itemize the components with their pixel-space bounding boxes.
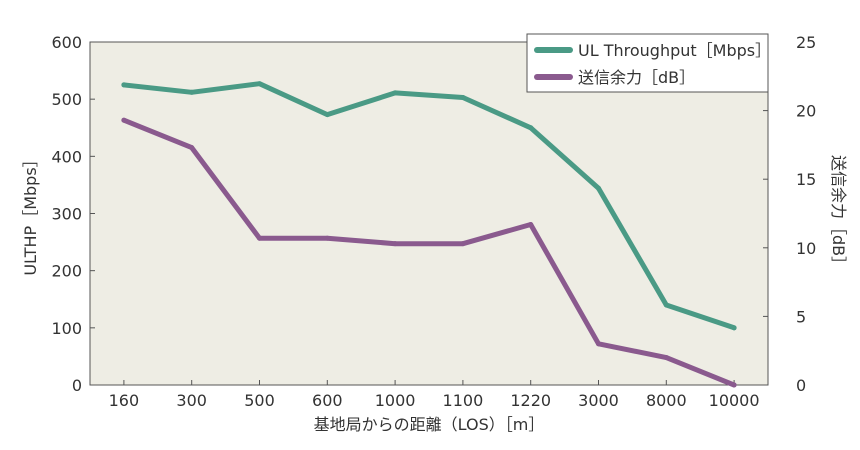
x-tick-label: 1000 [375,391,416,410]
right-tick-label: 5 [796,307,806,326]
data-point-ul-throughput [596,185,601,191]
data-point-ul-throughput [663,302,669,308]
data-point-ul-throughput [392,90,398,96]
data-point-transmit-margin [596,341,601,347]
legend-label-ul-throughput: UL Throughput［Mbps］ [578,41,771,60]
data-point-ul-throughput [731,325,737,331]
data-point-ul-throughput [324,112,330,118]
x-tick-label: 1220 [510,391,551,410]
x-tick-label: 600 [312,391,343,410]
right-tick-label: 25 [796,33,816,52]
legend-box [526,33,769,93]
data-point-ul-throughput [528,125,534,131]
x-tick-label: 160 [109,391,140,410]
right-tick-label: 0 [796,376,806,395]
left-tick-label: 0 [72,376,82,395]
x-axis-label: 基地局からの距離（LOS）［m］ [314,415,545,434]
data-point-transmit-margin [324,235,330,241]
y-axis-label-left: ULTHP［Mbps］ [21,151,40,275]
right-tick-label: 10 [796,239,816,258]
right-tick-label: 20 [796,102,816,121]
data-point-ul-throughput [460,94,466,100]
left-tick-label: 300 [51,205,82,224]
data-point-ul-throughput [257,81,262,87]
x-tick-label: 500 [244,391,275,410]
series-line-transmit-margin [121,117,737,388]
data-point-transmit-margin [392,241,398,247]
x-tick-label: 8000 [646,391,687,410]
right-axis-ticks: 0 5 10 15 20 25 [763,33,816,395]
series-lines [121,81,737,388]
data-point-transmit-margin [663,355,669,361]
x-tick-label: 10000 [709,391,760,410]
left-tick-label: 400 [51,147,82,166]
data-point-transmit-margin [189,145,195,151]
left-axis-ticks: 0 100 200 300 400 500 600 [51,33,95,395]
data-point-transmit-margin [257,235,262,241]
x-tick-label: 300 [176,391,207,410]
data-point-transmit-margin [460,241,466,247]
left-tick-label: 600 [51,33,82,52]
data-point-transmit-margin [528,221,534,227]
series-line-ul-throughput [121,81,737,331]
data-point-transmit-margin [121,117,127,123]
left-tick-label: 500 [51,90,82,109]
x-axis-ticks: 160 300 500 600 1000 1100 1220 3000 8000 10000 [109,380,760,410]
left-tick-label: 200 [51,262,82,281]
legend: UL Throughput［Mbps］ 送信余力［dB］ [526,33,771,93]
left-tick-label: 100 [51,319,82,338]
data-point-transmit-margin [731,382,737,388]
legend-label-transmit-margin: 送信余力［dB］ [578,68,695,87]
x-tick-label: 3000 [578,391,619,410]
y-axis-label-right: 送信余力［dB］ [829,155,848,272]
right-tick-label: 15 [796,170,816,189]
plot-area [89,41,769,386]
data-point-ul-throughput [121,82,127,88]
data-point-ul-throughput [189,89,195,95]
x-tick-label: 1100 [443,391,484,410]
